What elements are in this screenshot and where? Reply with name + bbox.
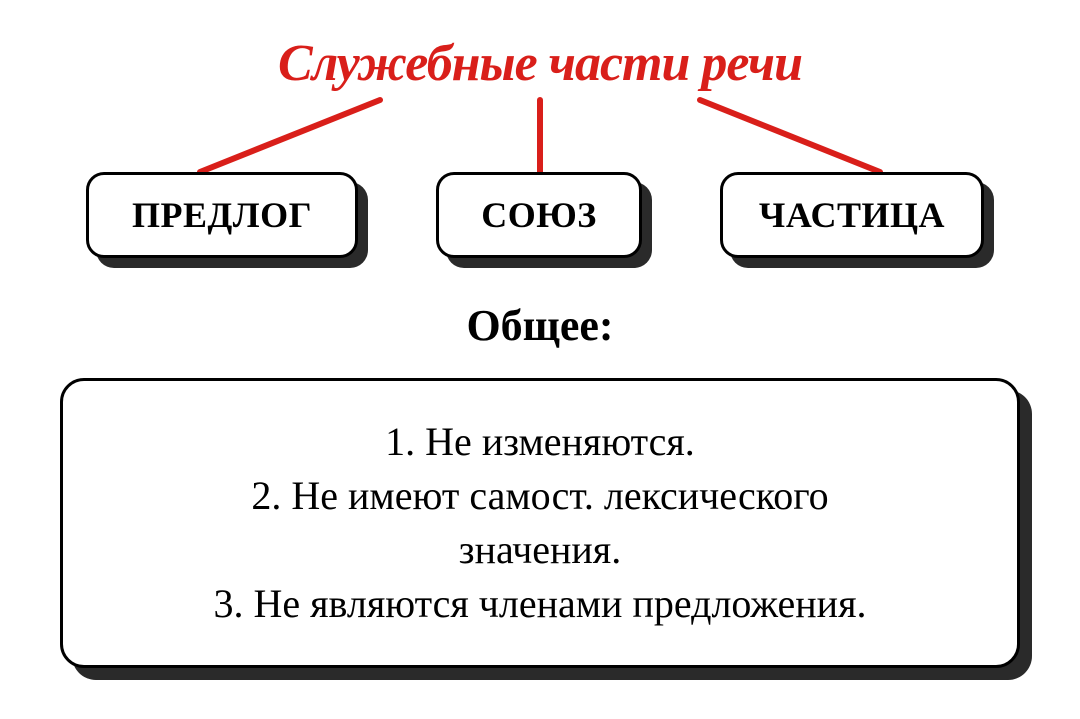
node-soyuz: СОЮЗ	[436, 172, 642, 258]
diagram-subtitle: Общее:	[466, 300, 613, 351]
description-line: 3. Не являются членами предложения.	[214, 577, 867, 631]
node-label: ПРЕДЛОГ	[132, 194, 312, 236]
node-label: ЧАСТИЦА	[759, 194, 945, 236]
description-line: значения.	[459, 523, 621, 577]
description-line: 1. Не изменяются.	[385, 415, 695, 469]
node-predlog: ПРЕДЛОГ	[86, 172, 358, 258]
connector-line	[200, 100, 380, 172]
description-line: 2. Не имеют самост. лексического	[251, 469, 828, 523]
description-box: 1. Не изменяются. 2. Не имеют самост. ле…	[60, 378, 1020, 668]
diagram-title: Служебные части речи	[278, 34, 802, 93]
connector-line	[700, 100, 880, 172]
node-chastitsa: ЧАСТИЦА	[720, 172, 984, 258]
node-label: СОЮЗ	[481, 194, 597, 236]
